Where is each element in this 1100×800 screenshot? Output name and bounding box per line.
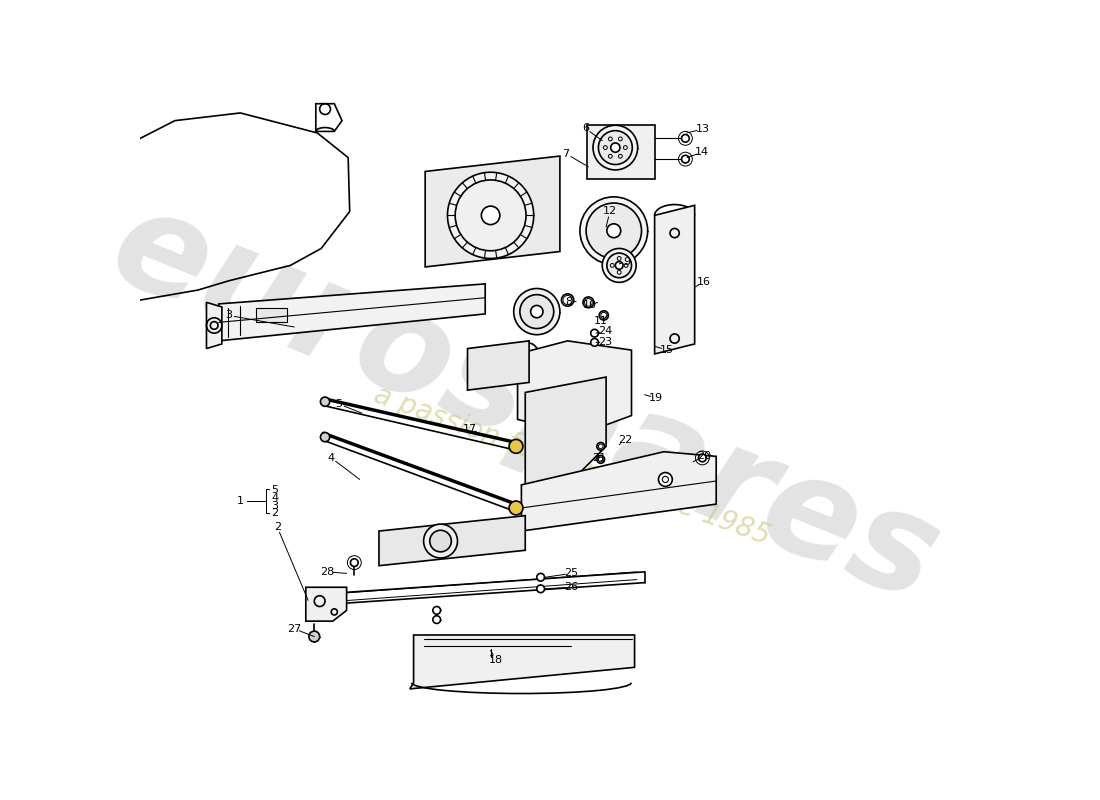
Text: 22: 22 — [618, 435, 632, 445]
Circle shape — [603, 249, 636, 282]
Polygon shape — [587, 126, 654, 179]
Circle shape — [309, 631, 320, 642]
Circle shape — [509, 439, 522, 454]
Circle shape — [580, 197, 648, 265]
Polygon shape — [378, 516, 526, 566]
Circle shape — [607, 224, 620, 238]
Text: 3: 3 — [226, 310, 232, 321]
Text: 5: 5 — [272, 486, 278, 495]
Text: 5: 5 — [336, 399, 342, 409]
Polygon shape — [526, 377, 606, 489]
Text: 19: 19 — [649, 393, 663, 403]
Circle shape — [591, 338, 598, 346]
Circle shape — [432, 616, 440, 623]
Circle shape — [593, 126, 638, 170]
Text: 27: 27 — [287, 624, 301, 634]
Circle shape — [455, 180, 526, 250]
Polygon shape — [207, 302, 222, 349]
Text: 2: 2 — [272, 508, 278, 518]
Circle shape — [583, 297, 594, 308]
Circle shape — [610, 143, 620, 152]
Circle shape — [448, 172, 534, 258]
Polygon shape — [521, 452, 716, 531]
Text: 28: 28 — [320, 567, 334, 577]
Circle shape — [682, 134, 690, 142]
Polygon shape — [517, 341, 631, 435]
Circle shape — [698, 454, 706, 462]
Circle shape — [615, 262, 623, 270]
Text: 3: 3 — [272, 501, 278, 510]
Circle shape — [598, 130, 632, 165]
Text: 21: 21 — [592, 453, 606, 463]
Text: 11: 11 — [594, 316, 607, 326]
Text: 16: 16 — [697, 278, 711, 287]
Circle shape — [482, 206, 499, 225]
Circle shape — [320, 433, 330, 442]
Text: 18: 18 — [488, 654, 503, 665]
Circle shape — [351, 558, 359, 566]
Polygon shape — [425, 156, 560, 267]
Circle shape — [586, 203, 641, 258]
Circle shape — [659, 473, 672, 486]
Circle shape — [591, 330, 598, 337]
Text: 23: 23 — [598, 338, 613, 347]
Text: 12: 12 — [603, 206, 617, 217]
Text: 1: 1 — [236, 496, 244, 506]
Polygon shape — [654, 206, 695, 354]
Circle shape — [537, 574, 544, 581]
Text: 9: 9 — [624, 257, 630, 266]
Polygon shape — [409, 635, 635, 689]
Circle shape — [514, 289, 560, 334]
Text: 8: 8 — [564, 298, 572, 307]
Circle shape — [432, 606, 440, 614]
Text: a passion for parts since 1985: a passion for parts since 1985 — [370, 381, 773, 550]
Circle shape — [682, 155, 690, 163]
Text: 4: 4 — [272, 493, 278, 503]
Text: 10: 10 — [583, 301, 597, 310]
Text: 24: 24 — [598, 326, 613, 336]
Text: 25: 25 — [564, 568, 579, 578]
Polygon shape — [306, 587, 346, 621]
Polygon shape — [219, 284, 485, 341]
Circle shape — [430, 530, 451, 552]
Text: 13: 13 — [695, 124, 710, 134]
Circle shape — [597, 455, 605, 463]
Circle shape — [597, 442, 605, 450]
Text: eurospares: eurospares — [92, 177, 958, 631]
Bar — [255, 308, 286, 322]
Circle shape — [520, 294, 553, 329]
Polygon shape — [468, 341, 529, 390]
Circle shape — [537, 585, 544, 593]
Text: 2: 2 — [274, 522, 280, 532]
Text: 26: 26 — [564, 582, 579, 592]
Text: 17: 17 — [463, 424, 477, 434]
Text: 6: 6 — [582, 123, 588, 134]
Text: 4: 4 — [328, 453, 334, 463]
Circle shape — [561, 294, 574, 306]
Text: 20: 20 — [696, 451, 711, 462]
Circle shape — [424, 524, 458, 558]
Circle shape — [530, 306, 543, 318]
Circle shape — [607, 253, 631, 278]
Circle shape — [509, 501, 522, 515]
Text: 15: 15 — [660, 345, 674, 355]
Circle shape — [320, 397, 330, 406]
Circle shape — [600, 311, 608, 320]
Text: 7: 7 — [562, 149, 570, 158]
Text: 14: 14 — [695, 147, 710, 158]
